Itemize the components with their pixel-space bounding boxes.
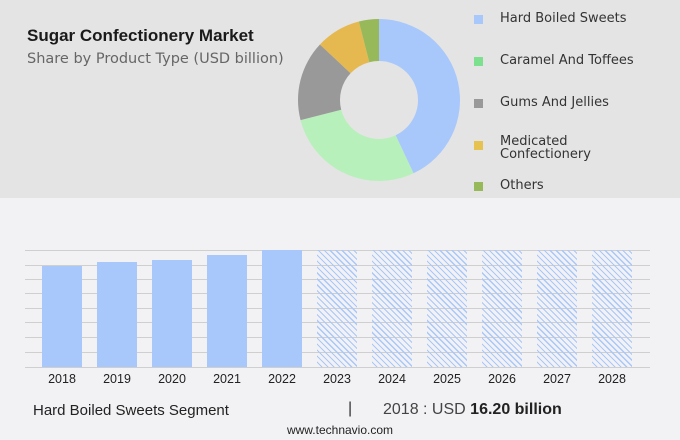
x-axis-label: 2028 <box>598 372 626 386</box>
x-axis-label: 2026 <box>488 372 516 386</box>
bar-2019 <box>97 262 137 367</box>
segment-value-prefix: 2018 : USD <box>383 401 466 418</box>
x-axis-label: 2025 <box>433 372 461 386</box>
bar-2025 <box>427 250 467 367</box>
bar-2018 <box>42 266 82 367</box>
legend-swatch-icon <box>474 182 483 191</box>
segment-value-amount: 16.20 billion <box>470 401 562 418</box>
donut-slice-hard-boiled-sweets <box>379 19 460 174</box>
x-axis-label: 2027 <box>543 372 571 386</box>
x-axis-label: 2019 <box>103 372 131 386</box>
legend-swatch-icon <box>474 99 483 108</box>
bar-2022 <box>262 250 302 367</box>
legend-swatch-icon <box>474 15 483 24</box>
legend-label: Others <box>500 178 544 193</box>
bar-2020 <box>152 260 192 367</box>
x-axis-label: 2024 <box>378 372 406 386</box>
footer-divider: | <box>348 400 353 417</box>
donut-slice-caramel-and-toffees <box>300 109 414 181</box>
gridline <box>25 367 650 368</box>
x-axis-label: 2021 <box>213 372 241 386</box>
x-axis-label: 2023 <box>323 372 351 386</box>
bar-2023 <box>317 250 357 367</box>
segment-value: 2018 : USD 16.20 billion <box>383 401 562 419</box>
donut-slice-gums-and-jellies <box>298 44 351 121</box>
x-axis-label: 2022 <box>268 372 296 386</box>
x-axis-label: 2018 <box>48 372 76 386</box>
bar-2024 <box>372 250 412 367</box>
bar-2021 <box>207 255 247 367</box>
bar-2026 <box>482 250 522 367</box>
segment-label: Hard Boiled Sweets Segment <box>33 402 229 419</box>
legend-label: Caramel And Toffees <box>500 53 634 68</box>
legend-swatch-icon <box>474 141 483 150</box>
donut-slice-medicated-confectionery <box>319 21 370 74</box>
bar-chart: 2018 2019 2020 2021 2022 2023 2024 2025 2026 2027… <box>0 198 680 390</box>
donut-slice-others <box>358 19 379 63</box>
legend-swatch-icon <box>474 57 483 66</box>
chart-title: Sugar Confectionery Market <box>27 26 254 45</box>
chart-subtitle: Share by Product Type (USD billion) <box>27 51 284 67</box>
bar-2027 <box>537 250 577 367</box>
x-axis-label: 2020 <box>158 372 186 386</box>
legend-label: Gums And Jellies <box>500 95 609 110</box>
legend-label: Hard Boiled Sweets <box>500 11 627 26</box>
bar-2028 <box>592 250 632 367</box>
donut-chart <box>298 19 460 181</box>
source-url: www.technavio.com <box>286 423 394 437</box>
legend-label: Medicated Confectionery <box>500 134 591 162</box>
top-panel: Sugar Confectionery Market Share by Prod… <box>0 0 680 198</box>
